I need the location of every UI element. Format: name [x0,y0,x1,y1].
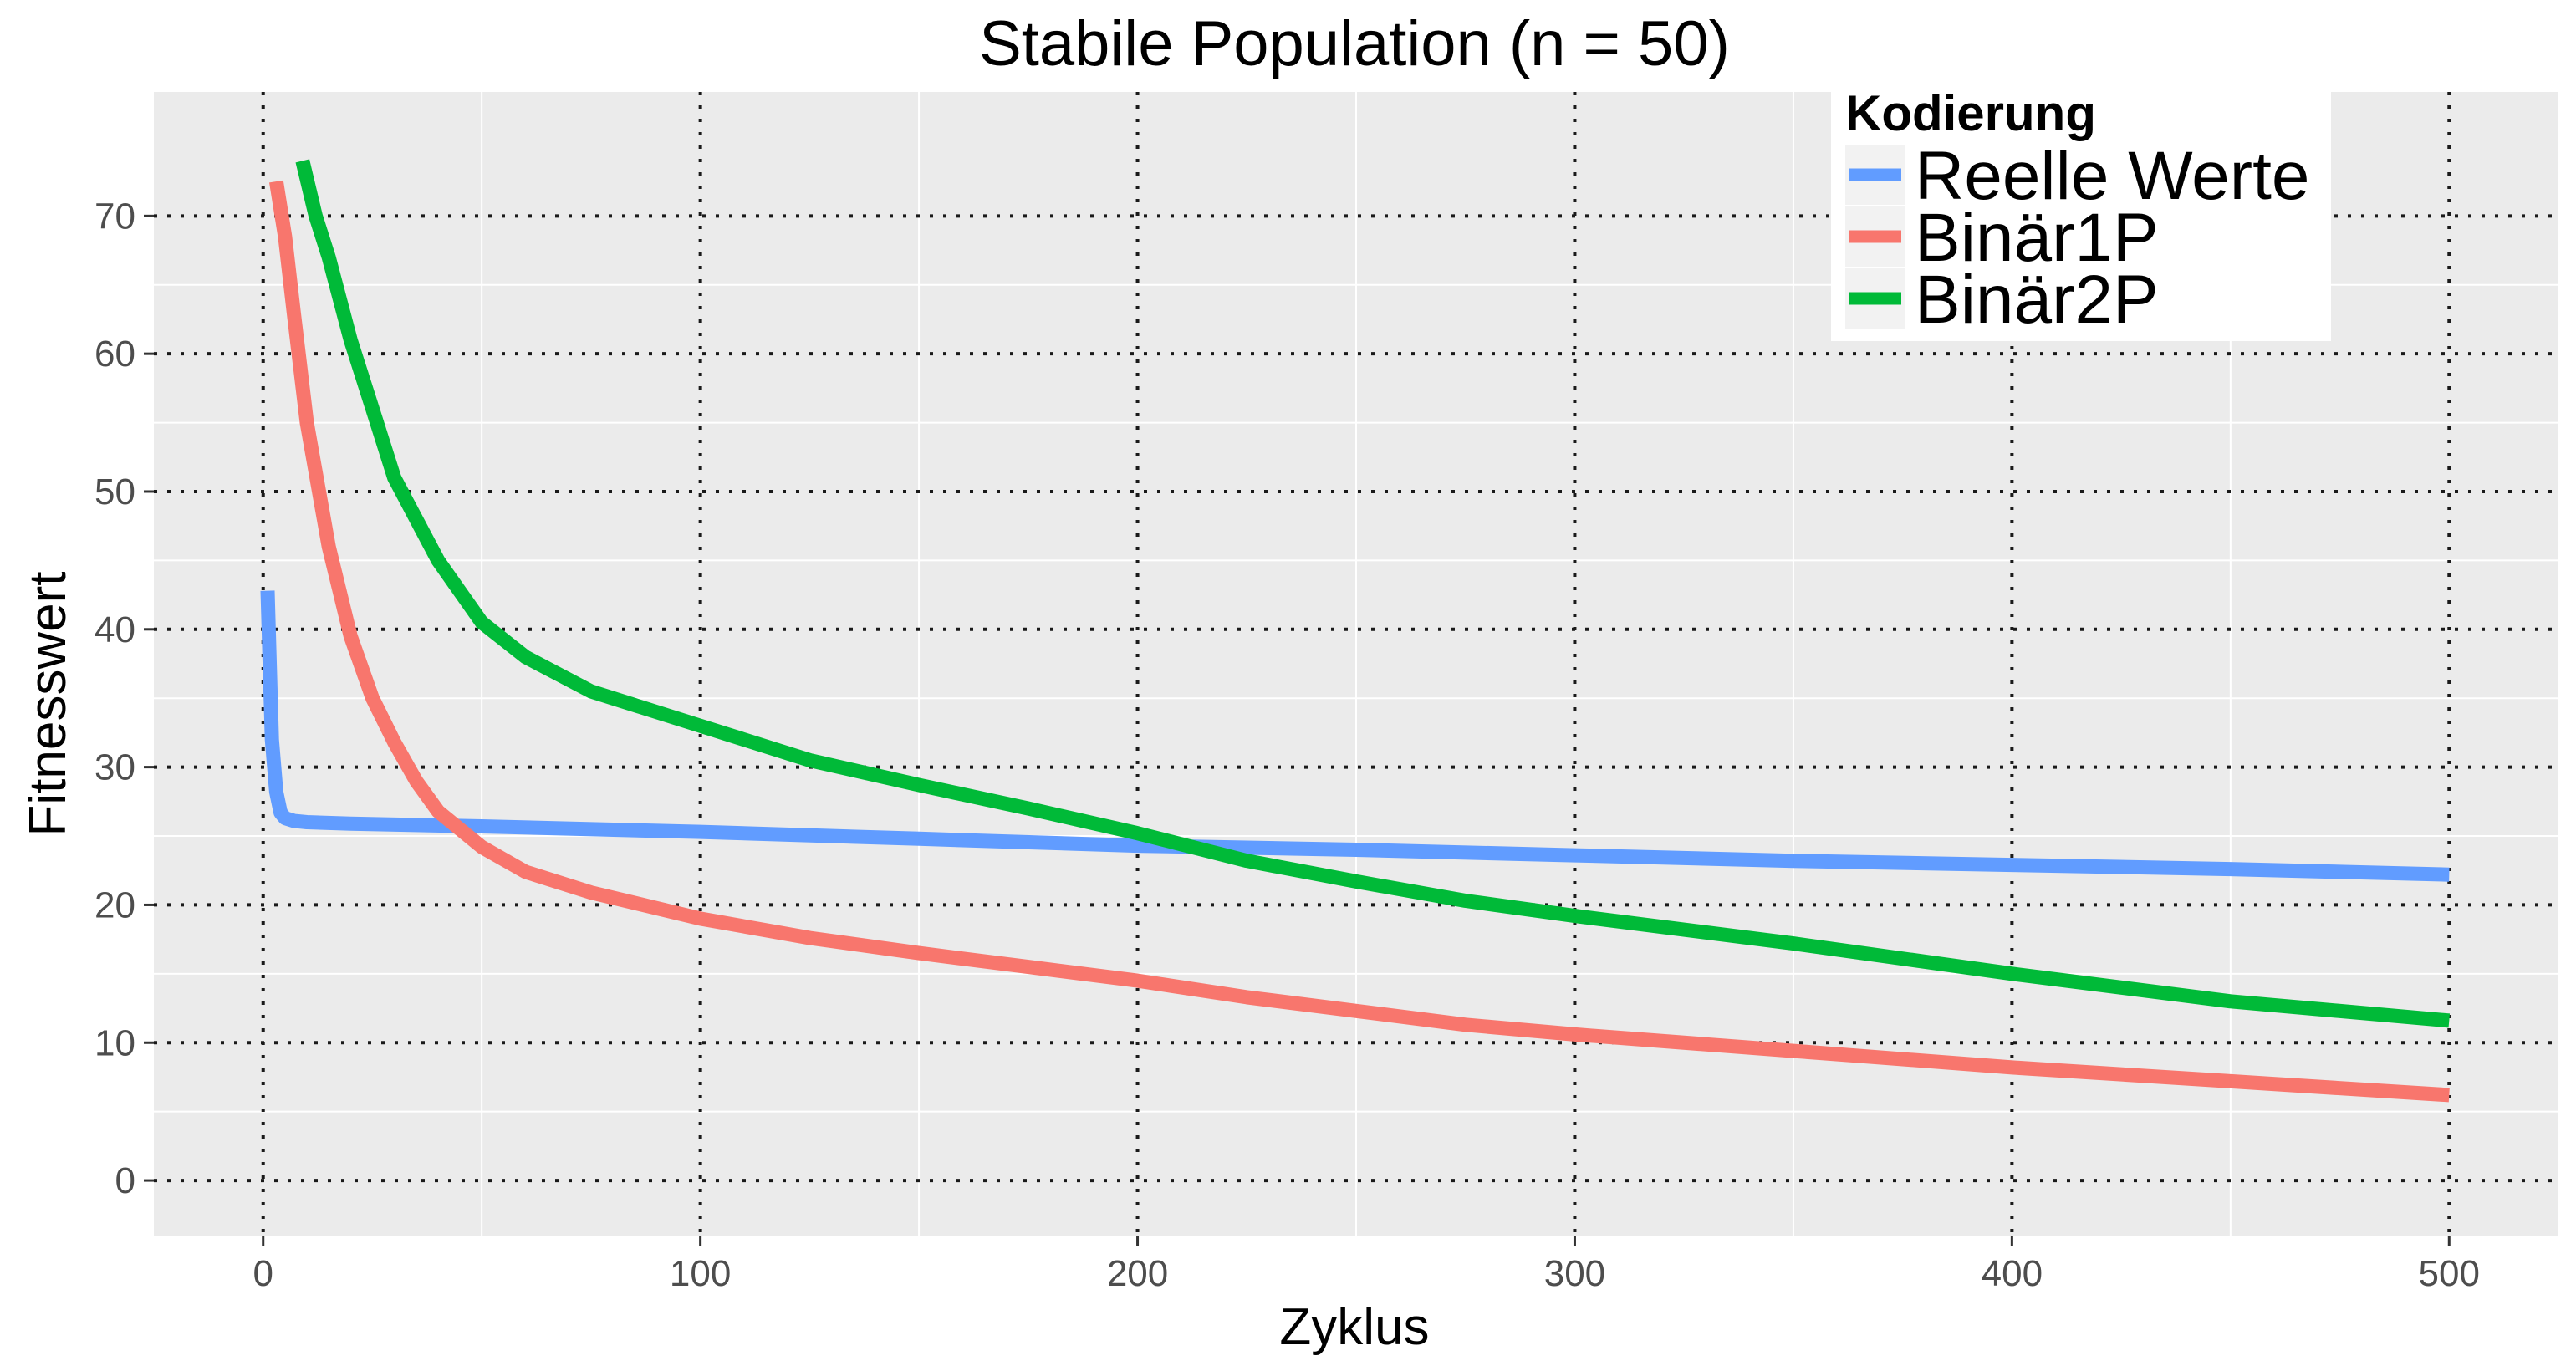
y-axis-ticks: 0 10 20 30 40 50 60 70 [94,196,154,1201]
y-tick-label: 10 [94,1022,135,1063]
x-tick-label: 300 [1544,1253,1605,1294]
y-tick-label: 20 [94,884,135,925]
x-tick-label: 0 [252,1253,273,1294]
x-axis-label: Zyklus [1279,1298,1429,1356]
x-tick-label: 400 [1982,1253,2043,1294]
series-line-bin-r1p [269,180,2450,1103]
chart-title: Stabile Population (n = 50) [979,8,1730,79]
legend-label-reelle-werte: Reelle Werte [1915,138,2309,214]
y-tick-label: 50 [94,471,135,512]
y-tick-label: 70 [94,196,135,237]
legend-background [1831,90,2331,341]
x-tick-label: 100 [670,1253,731,1294]
y-tick-label: 0 [115,1160,135,1201]
minor-gridlines [154,92,2558,1236]
x-axis-ticks: 0 100 200 300 400 500 [252,1236,2480,1294]
legend-label-bin-r1p: Binär1P [1915,200,2159,276]
legend-label-bin-r2p: Binär2P [1915,262,2159,338]
legend-title: Kodierung [1845,85,2096,141]
x-tick-label: 200 [1107,1253,1168,1294]
series-lines [260,159,2451,1103]
y-tick-label: 40 [94,609,135,650]
y-tick-label: 60 [94,334,135,375]
series-line-reelle-werte [260,590,2450,882]
y-axis-label: Fitnesswert [19,572,77,837]
x-tick-label: 500 [2419,1253,2480,1294]
series-line-bin-r2p [295,159,2451,1028]
y-tick-label: 30 [94,747,135,788]
